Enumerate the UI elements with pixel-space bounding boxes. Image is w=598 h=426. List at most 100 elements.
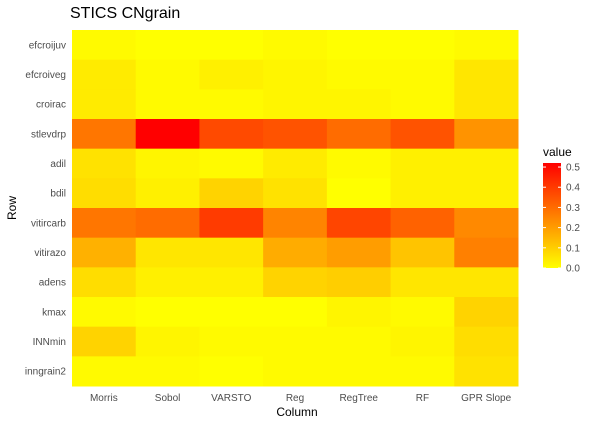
- heatmap-cell-INNmin-morris: [72, 326, 137, 357]
- legend-tick-label: 0.5: [566, 163, 580, 174]
- heatmap-cell-stlevdrp-rf: [390, 119, 455, 150]
- heatmap-cell-vitircarb-varsto: [199, 208, 264, 239]
- heatmap-cell-efcroijuv-reg: [263, 30, 328, 61]
- heatmap-cell-adil-regtree: [326, 148, 392, 179]
- heatmap-cell-efcroiveg-reg: [263, 59, 328, 90]
- heatmap-cell-INNmin-reg: [263, 326, 328, 357]
- heatmap-cell-adens-gpr-slope: [454, 267, 519, 298]
- x-tick-label: Sobol: [155, 393, 181, 404]
- heatmap-cell-stlevdrp-regtree: [326, 119, 392, 150]
- heatmap-cell-efcroijuv-regtree: [326, 30, 392, 61]
- heatmap-cell-croirac-regtree: [326, 89, 392, 120]
- heatmap-cell-kmax-morris: [72, 297, 137, 328]
- heatmap-cell-vitirazo-gpr-slope: [454, 237, 519, 268]
- heatmap-cell-adens-sobol: [135, 267, 200, 298]
- heatmap-cell-bdil-reg: [263, 178, 328, 209]
- heatmap-cell-stlevdrp-gpr-slope: [454, 119, 519, 150]
- heatmap-cell-efcroiveg-varsto: [199, 59, 264, 90]
- heatmap-cell-vitirazo-regtree: [326, 237, 392, 268]
- heatmap-cell-INNmin-gpr-slope: [454, 326, 519, 357]
- chart-title: STICS CNgrain: [70, 5, 180, 22]
- heatmap-cell-vitirazo-varsto: [199, 237, 264, 268]
- x-tick-label: RegTree: [339, 393, 378, 404]
- legend-colorbar: [543, 163, 561, 268]
- color-legend: value 0.0 0.1 0.2 0.3 0.4 0.5: [543, 145, 580, 275]
- heatmap-cell-efcroiveg-regtree: [326, 59, 392, 90]
- y-tick-label: INNmin: [33, 337, 66, 348]
- y-tick-labels: efcroijuv efcroiveg croirac stlevdrp adil bdi…: [25, 40, 67, 377]
- heatmap-cell-bdil-morris: [72, 178, 137, 209]
- heatmap-cell-vitirazo-rf: [390, 237, 455, 268]
- legend-ticks: 0.0 0.1 0.2 0.3 0.4 0.5: [543, 163, 580, 275]
- x-tick-label: Morris: [90, 393, 118, 404]
- legend-tick-label: 0.1: [566, 243, 580, 254]
- heatmap-cell-adil-reg: [263, 148, 328, 179]
- heatmap-cell-stlevdrp-sobol: [135, 119, 200, 150]
- heatmap-cell-adens-reg: [263, 267, 328, 298]
- heatmap-cell-kmax-rf: [390, 297, 455, 328]
- heatmap-cell-adens-regtree: [326, 267, 392, 298]
- heatmap-cell-adens-rf: [390, 267, 455, 298]
- y-tick-label: adens: [39, 278, 66, 289]
- heatmap-cell-bdil-varsto: [199, 178, 264, 209]
- heatmap-cell-efcroijuv-varsto: [199, 30, 264, 61]
- x-tick-label: GPR Slope: [461, 393, 511, 404]
- heatmap-cell-vitirazo-morris: [72, 237, 137, 268]
- heatmap-cell-vitircarb-reg: [263, 208, 328, 239]
- y-tick-label: vitircarb: [31, 218, 66, 229]
- heatmap-cell-bdil-rf: [390, 178, 455, 209]
- heatmap-cell-inngrain2-reg: [263, 356, 328, 387]
- legend-tick-label: 0.4: [566, 183, 580, 194]
- heatmap-cell-inngrain2-varsto: [199, 356, 264, 387]
- heatmap-cell-inngrain2-sobol: [135, 356, 200, 387]
- heatmap-cell-efcroiveg-rf: [390, 59, 455, 90]
- heatmap-cell-croirac-reg: [263, 89, 328, 120]
- heatmap-cell-croirac-varsto: [199, 89, 264, 120]
- heatmap-cell-stlevdrp-reg: [263, 119, 328, 150]
- y-tick-label: bdil: [50, 189, 66, 200]
- heatmap-cell-kmax-regtree: [326, 297, 392, 328]
- heatmap-cell-efcroijuv-morris: [72, 30, 137, 61]
- heatmap-cell-vitirazo-reg: [263, 237, 328, 268]
- x-tick-label: RF: [416, 393, 429, 404]
- heatmap-cell-vitircarb-rf: [390, 208, 455, 239]
- heatmap-cell-adil-varsto: [199, 148, 264, 179]
- x-tick-labels: Morris Sobol VARSTO Reg RegTree RF GPR Slope: [90, 393, 512, 404]
- heatmap-cell-vitircarb-sobol: [135, 208, 200, 239]
- heatmap-cell-stlevdrp-morris: [72, 119, 137, 150]
- y-tick-label: efcroiveg: [25, 70, 66, 81]
- heatmap-cell-adil-morris: [72, 148, 137, 179]
- y-tick-label: efcroijuv: [29, 40, 66, 51]
- heatmap-cell-bdil-gpr-slope: [454, 178, 519, 209]
- heatmap-cell-vitirazo-sobol: [135, 237, 200, 268]
- heatmap-cell-inngrain2-morris: [72, 356, 137, 387]
- heatmap-cell-vitircarb-gpr-slope: [454, 208, 519, 239]
- legend-tick-label: 0.0: [566, 264, 580, 275]
- heatmap-cell-vitircarb-regtree: [326, 208, 392, 239]
- heatmap-cell-INNmin-regtree: [326, 326, 392, 357]
- heatmap-cell-efcroijuv-gpr-slope: [454, 30, 519, 61]
- legend-tick-label: 0.2: [566, 223, 580, 234]
- heatmap-cell-stlevdrp-varsto: [199, 119, 264, 150]
- heatmap-cell-kmax-sobol: [135, 297, 200, 328]
- x-tick-label: VARSTO: [211, 393, 251, 404]
- heatmap-cell-vitircarb-morris: [72, 208, 137, 239]
- heatmap-cell-INNmin-varsto: [199, 326, 264, 357]
- heatmap-cell-kmax-gpr-slope: [454, 297, 519, 328]
- y-tick-label: vitirazo: [34, 248, 66, 259]
- y-tick-label: stlevdrp: [31, 129, 66, 140]
- heatmap-cells: [72, 30, 519, 387]
- x-tick-label: Reg: [286, 393, 304, 404]
- heatmap-cell-inngrain2-rf: [390, 356, 455, 387]
- heatmap-cell-kmax-reg: [263, 297, 328, 328]
- x-axis-title: Column: [276, 405, 317, 419]
- heatmap-cell-kmax-varsto: [199, 297, 264, 328]
- heatmap-cell-bdil-regtree: [326, 178, 392, 209]
- heatmap-cell-efcroiveg-gpr-slope: [454, 59, 519, 90]
- y-tick-label: croirac: [36, 100, 66, 111]
- heatmap-cell-croirac-sobol: [135, 89, 200, 120]
- heatmap-cell-croirac-rf: [390, 89, 455, 120]
- heatmap-cell-efcroiveg-morris: [72, 59, 137, 90]
- heatmap-cell-croirac-morris: [72, 89, 137, 120]
